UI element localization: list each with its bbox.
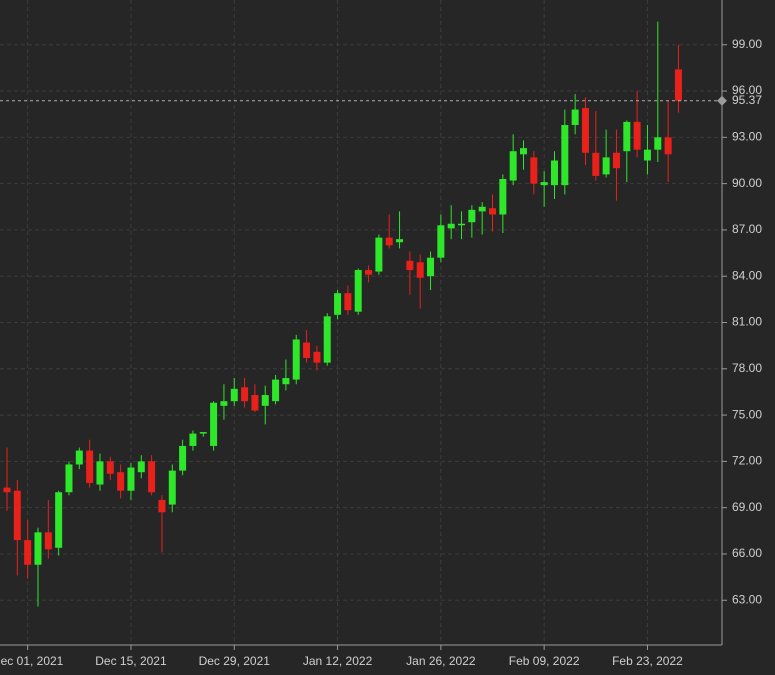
axis-labels: 63.00 66.00 69.00 72.00 75.00 78.00 81.00 84.00…	[0, 37, 762, 668]
candle-body	[55, 492, 63, 548]
candle-body	[561, 124, 569, 186]
candle-body	[478, 206, 486, 212]
candle-body	[654, 137, 662, 150]
candle-body	[581, 108, 589, 153]
candle-body	[148, 461, 156, 493]
candle-body	[127, 467, 135, 491]
candle-body	[468, 209, 476, 223]
candle-body	[509, 151, 517, 181]
candle-body	[416, 262, 424, 278]
candle-body	[323, 316, 331, 363]
candle-body	[199, 432, 207, 434]
candle-body	[354, 270, 362, 312]
candle-body	[375, 237, 383, 272]
candle-body	[612, 152, 620, 169]
candle-body	[292, 339, 300, 380]
candle-body	[168, 470, 176, 505]
candle-body	[241, 387, 249, 402]
candle-body	[158, 499, 166, 513]
x-tick-label: Dec 01, 2021	[0, 654, 64, 668]
y-tick-label: 75.00	[732, 407, 762, 421]
candle-body	[65, 464, 73, 493]
candle-body	[385, 237, 393, 246]
candle-body	[75, 450, 83, 465]
candle-body	[396, 239, 404, 243]
candle-body	[437, 225, 445, 258]
y-tick-label: 90.00	[732, 176, 762, 190]
candle-body	[334, 293, 342, 315]
candle-body	[550, 160, 558, 186]
candle-body	[44, 532, 52, 550]
y-tick-label: 66.00	[732, 546, 762, 560]
candle-body	[179, 445, 187, 471]
candle-body	[344, 293, 352, 311]
candle-body	[365, 270, 373, 275]
candle-body	[86, 450, 94, 483]
candle-body	[427, 257, 435, 277]
x-tick-label: Feb 09, 2022	[509, 654, 580, 668]
y-tick-label: 93.00	[732, 130, 762, 144]
x-tick-label: Dec 29, 2021	[199, 654, 271, 668]
candle-body	[571, 109, 579, 125]
x-tick-label: Jan 26, 2022	[406, 654, 476, 668]
y-tick-label: 63.00	[732, 592, 762, 606]
y-tick-label: 87.00	[732, 222, 762, 236]
candle-body	[643, 149, 651, 161]
y-tick-label: 69.00	[732, 500, 762, 514]
candle-body	[13, 490, 21, 541]
y-tick-label: 78.00	[732, 361, 762, 375]
y-tick-label: 84.00	[732, 268, 762, 282]
candle-body	[406, 260, 414, 271]
candle-body	[664, 137, 672, 155]
candle-body	[313, 351, 321, 363]
candle-body	[633, 121, 641, 150]
grid	[0, 0, 722, 645]
last-price-marker	[717, 95, 727, 106]
candle-body	[251, 395, 259, 411]
candle-body	[189, 433, 197, 446]
y-tick-label: 72.00	[732, 454, 762, 468]
y-tick-label: 99.00	[732, 37, 762, 51]
x-tick-label: Dec 15, 2021	[95, 654, 167, 668]
candle-body	[117, 472, 125, 491]
candle-body	[137, 461, 145, 473]
candle-body	[623, 121, 631, 152]
candle-body	[499, 178, 507, 215]
candle-body	[674, 69, 682, 101]
candle-body	[530, 157, 538, 184]
x-tick-label: Feb 23, 2022	[612, 654, 683, 668]
candle-body	[458, 223, 466, 226]
candles	[0, 21, 722, 607]
candle-body	[34, 532, 42, 565]
candle-body	[602, 157, 610, 175]
candle-body	[540, 182, 548, 186]
candle-body	[303, 342, 311, 358]
candle-body	[447, 223, 455, 229]
y-tick-label: 81.00	[732, 315, 762, 329]
candle-body	[520, 148, 527, 155]
candle-body	[96, 461, 104, 485]
candle-body	[272, 379, 280, 402]
candle-body	[489, 208, 497, 215]
y-tick-label: 96.00	[732, 83, 762, 97]
last-price-label: 95.37	[732, 93, 762, 107]
candle-body	[106, 461, 114, 474]
candle-body	[3, 487, 11, 493]
candle-body	[210, 402, 218, 446]
candle-body	[282, 378, 290, 385]
candle-body	[220, 401, 228, 406]
candle-body	[24, 540, 32, 565]
x-tick-label: Jan 12, 2022	[303, 654, 373, 668]
candle-body	[230, 388, 238, 402]
candle-body	[261, 395, 269, 406]
candle-body	[592, 152, 600, 176]
